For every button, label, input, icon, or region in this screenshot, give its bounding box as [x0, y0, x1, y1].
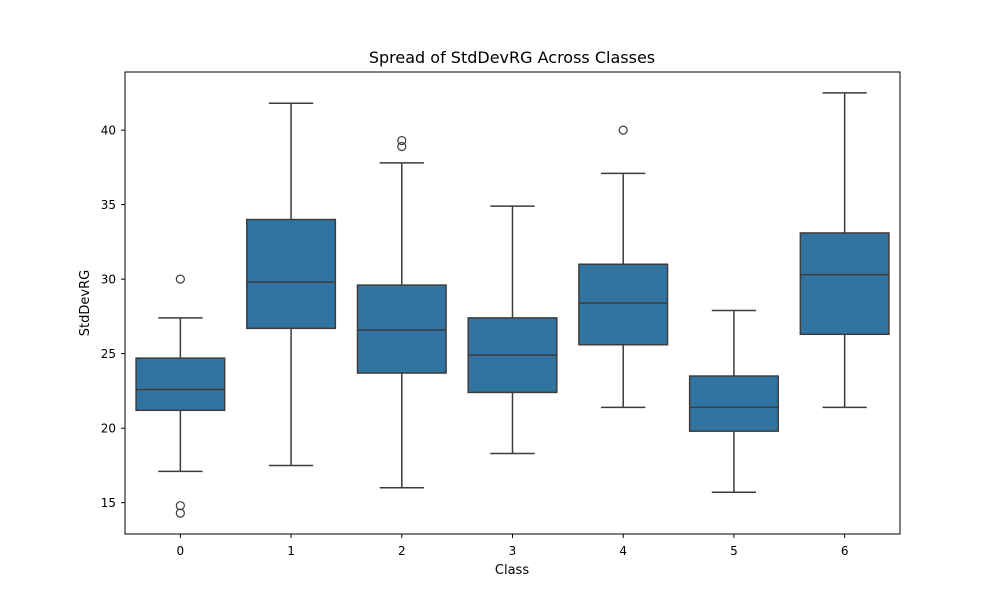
outlier-point	[397, 135, 407, 146]
y-tick-label: 30	[101, 273, 116, 287]
box-iqr	[135, 357, 226, 412]
x-axis-label: Class	[495, 563, 529, 578]
plot-area: 15 20 25 30 35 40 0 1 2 3 4 5 6	[101, 92, 890, 558]
y-tick-label: 25	[101, 347, 116, 361]
outlier-point	[175, 501, 185, 511]
y-tick-label: 35	[101, 198, 116, 212]
x-tick-label: 3	[509, 544, 517, 558]
x-tick-label: 6	[841, 544, 849, 558]
x-tick-label: 0	[177, 544, 185, 558]
outlier-point	[397, 141, 407, 152]
chart-title: Spread of StdDevRG Across Classes	[369, 48, 655, 67]
box-iqr	[799, 232, 890, 336]
x-tick-label: 5	[730, 544, 738, 558]
y-axis-label: StdDevRG	[78, 270, 93, 336]
x-tick-label: 1	[287, 544, 295, 558]
y-tick-label: 15	[101, 496, 116, 510]
y-tick-label: 40	[101, 124, 116, 138]
box-iqr	[578, 263, 669, 346]
x-tick-label: 4	[619, 544, 627, 558]
outlier-point	[175, 274, 185, 284]
outlier-point	[175, 508, 185, 518]
box-iqr	[246, 218, 337, 330]
box-iqr	[688, 375, 779, 432]
outlier-point	[618, 125, 628, 135]
plot-frame	[124, 71, 901, 535]
y-tick-label: 20	[101, 422, 116, 436]
x-tick-label: 2	[398, 544, 406, 558]
